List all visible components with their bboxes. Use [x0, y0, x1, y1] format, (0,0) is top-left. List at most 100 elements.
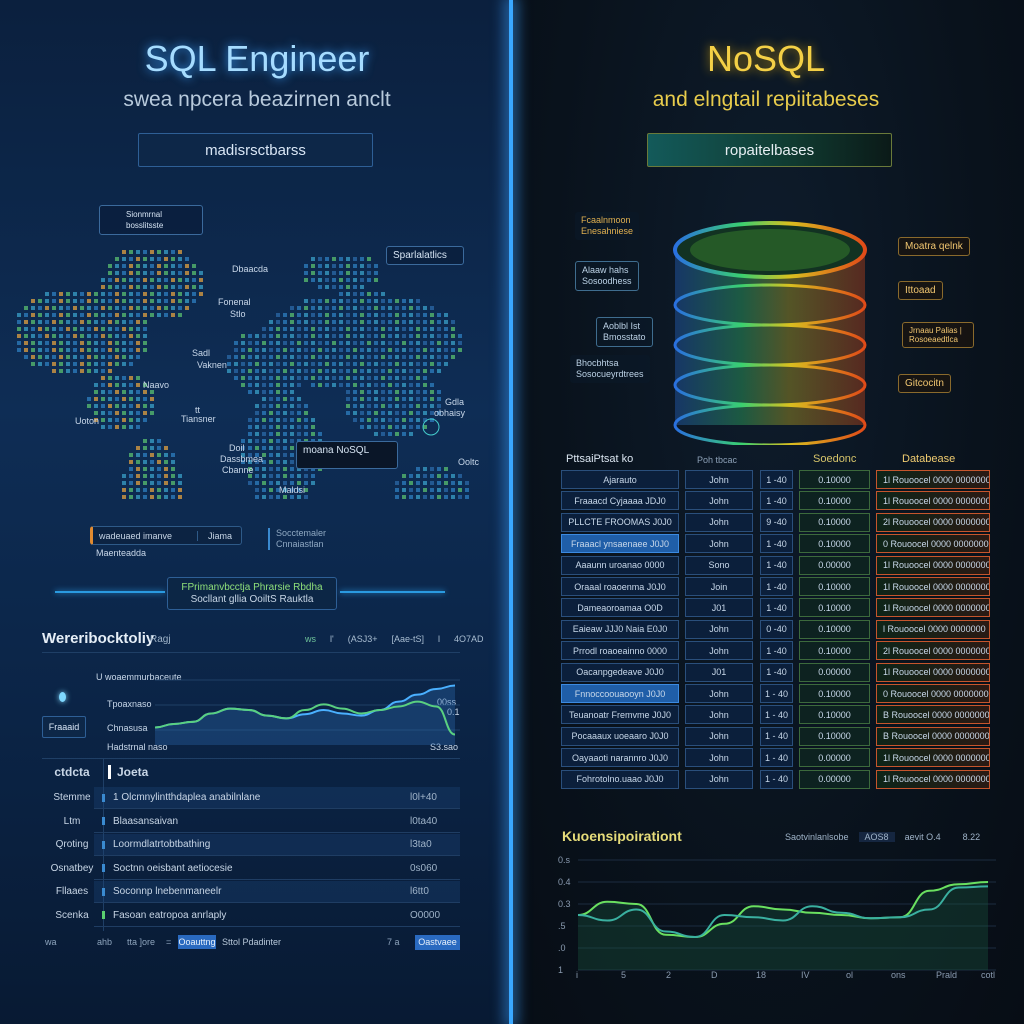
db-label-left[interactable]: Bhocbhtsa Sosocueyrdtrees: [570, 355, 650, 383]
info-box[interactable]: Sionmrnal bosslitsste: [99, 205, 203, 235]
table-cell[interactable]: 1 - 40: [760, 684, 793, 703]
table-cell[interactable]: John: [685, 470, 753, 489]
table-cell[interactable]: 1 -40: [760, 491, 793, 511]
table-cell[interactable]: 1l Rouoocel 0000 0000000: [876, 555, 990, 575]
table-row[interactable]: Blaasansaivan l0ta40: [94, 811, 460, 833]
table-cell[interactable]: 0.10000: [799, 491, 870, 511]
db-label-left[interactable]: Aoblbl Ist Bmosstato: [596, 317, 653, 347]
table-cell[interactable]: 0 Rouoocel 0000 0000000: [876, 534, 990, 554]
table-cell[interactable]: 1l Rouoocel 0000 0000000: [876, 577, 990, 596]
table-cell[interactable]: Prrodl roaoeainno 0000: [561, 641, 679, 661]
nosql-button[interactable]: ropaitelbases: [647, 133, 892, 167]
table-cell[interactable]: 0.10000: [799, 512, 870, 532]
table-cell[interactable]: 0.00000: [799, 555, 870, 575]
db-label-right[interactable]: Gitcocitn: [898, 374, 951, 393]
table-cell[interactable]: 1l Rouoocel 0000 0000000: [876, 662, 990, 682]
table-cell[interactable]: 1 -40: [760, 555, 793, 575]
table-cell[interactable]: Fnnoccoouaooyn J0J0: [561, 684, 679, 703]
table-row[interactable]: Soconnp lnebenmaneelr l6tt0: [94, 881, 460, 903]
footer-item[interactable]: tta ]ore: [127, 937, 156, 947]
table-cell[interactable]: 2l Rouoocel 0000 0000000: [876, 641, 990, 661]
table-cell[interactable]: 0.10000: [799, 684, 870, 703]
db-label-right[interactable]: Jrnaau Palias | Rosoeaedtlca: [902, 322, 974, 348]
table-row[interactable]: 1 Olcmnylintthdaplea anabilnlane l0l+40: [94, 787, 460, 809]
table-cell[interactable]: 1l Rouoocel 0000 0000000: [876, 491, 990, 511]
table-cell[interactable]: 1 - 40: [760, 769, 793, 789]
table-cell[interactable]: Oacanpgedeave J0J0: [561, 662, 679, 682]
table-cell[interactable]: Eaieaw JJJ0 Naia E0J0: [561, 619, 679, 639]
footer-item[interactable]: ahb: [97, 937, 113, 947]
table-cell[interactable]: 0.00000: [799, 662, 870, 682]
table-cell[interactable]: 1 -40: [760, 641, 793, 661]
table-cell[interactable]: 0 -40: [760, 619, 793, 639]
table-cell[interactable]: 0.10000: [799, 726, 870, 746]
table-cell[interactable]: 0.10000: [799, 619, 870, 639]
table-cell[interactable]: 1 - 40: [760, 726, 793, 746]
table-cell[interactable]: John: [685, 726, 753, 746]
db-label-left[interactable]: Fcaalnmoon Enesahniese: [575, 212, 640, 240]
table-cell[interactable]: Fraaacl ynsaenaee J0J0: [561, 534, 679, 554]
footer-item[interactable]: =: [166, 937, 172, 947]
footer-active-tab[interactable]: Ooauttng: [178, 935, 216, 949]
header-item[interactable]: AOS8: [858, 832, 895, 842]
db-label-right[interactable]: Moatra qelnk: [898, 237, 970, 256]
table-cell[interactable]: 9 -40: [760, 512, 793, 532]
table-cell[interactable]: 0.00000: [799, 748, 870, 768]
table-cell[interactable]: Oraaal roaoenma J0J0: [561, 577, 679, 596]
table-cell[interactable]: 0.10000: [799, 470, 870, 489]
table-cell[interactable]: Teuanoatr Fremvme J0J0: [561, 705, 679, 725]
table-cell[interactable]: 1 - 40: [760, 705, 793, 725]
table-cell[interactable]: 1 -40: [760, 577, 793, 596]
callout-nosql[interactable]: moana NoSQL: [296, 441, 398, 469]
footer-item[interactable]: wa: [45, 937, 57, 947]
table-cell[interactable]: Fohrotolno.uaao J0J0: [561, 769, 679, 789]
table-cell[interactable]: 1 -40: [760, 470, 793, 489]
table-cell[interactable]: John: [685, 769, 753, 789]
table-cell[interactable]: 0.10000: [799, 577, 870, 596]
sql-button[interactable]: madisrsctbarss: [138, 133, 373, 167]
table-cell[interactable]: 0.10000: [799, 598, 870, 618]
table-cell[interactable]: Pocaaaux uoeaaro J0J0: [561, 726, 679, 746]
table-cell[interactable]: John: [685, 641, 753, 661]
table-cell[interactable]: 0.10000: [799, 705, 870, 725]
table-cell[interactable]: John: [685, 512, 753, 532]
table-cell[interactable]: Dameaoroamaa O0D: [561, 598, 679, 618]
table-cell[interactable]: Fraaacd Cyjaaaa JDJ0: [561, 491, 679, 511]
table-cell[interactable]: John: [685, 619, 753, 639]
table-cell[interactable]: Join: [685, 577, 753, 596]
table-cell[interactable]: 0.00000: [799, 769, 870, 789]
status-bar[interactable]: wadeuaed imanve Jiama: [90, 526, 242, 545]
footer-button[interactable]: Oastvaee: [415, 935, 460, 950]
banner[interactable]: FPrimanvbcctja Phrarsie Rbdha Socllant gl…: [167, 577, 337, 610]
table-cell[interactable]: John: [685, 534, 753, 554]
table-cell[interactable]: 1 -40: [760, 598, 793, 618]
table-cell[interactable]: PLLCTE FROOMAS J0J0: [561, 512, 679, 532]
table-cell[interactable]: 0 Rouoocel 0000 0000000: [876, 684, 990, 703]
table-cell[interactable]: Sono: [685, 555, 753, 575]
table-cell[interactable]: John: [685, 684, 753, 703]
table-cell[interactable]: B Rouoocel 0000 0000000: [876, 705, 990, 725]
table-cell[interactable]: 1l Rouoocel 0000 0000000: [876, 598, 990, 618]
table-row[interactable]: Soctnn oeisbant aetiocesie 0s060: [94, 858, 460, 880]
table-cell[interactable]: J01: [685, 598, 753, 618]
table-cell[interactable]: 1 -40: [760, 662, 793, 682]
table-cell[interactable]: 1l Rouoocel 0000 0000000: [876, 470, 990, 489]
db-label-right[interactable]: Ittoaad: [898, 281, 943, 300]
table-row[interactable]: Fasoan eatropoa anrlaply O0000: [94, 905, 460, 927]
table-cell[interactable]: 1l Rouoocel 0000 0000000: [876, 748, 990, 768]
table-cell[interactable]: 0.10000: [799, 534, 870, 554]
table-cell[interactable]: 1 - 40: [760, 748, 793, 768]
footer-item[interactable]: Sttol Pdadinter: [222, 937, 282, 947]
callout-stats[interactable]: Sparlalatlics: [386, 246, 464, 265]
table-row[interactable]: Loormdlatrtobtbathing l3ta0: [94, 834, 460, 856]
side-button[interactable]: Fraaaid: [42, 716, 86, 738]
table-cell[interactable]: Ajarauto: [561, 470, 679, 489]
table-cell[interactable]: 2l Rouoocel 0000 0000000: [876, 512, 990, 532]
table-cell[interactable]: 0.10000: [799, 641, 870, 661]
table-cell[interactable]: John: [685, 748, 753, 768]
table-cell[interactable]: l Rouoocel 0000 0000000: [876, 619, 990, 639]
table-cell[interactable]: 1 -40: [760, 534, 793, 554]
table-cell[interactable]: B Rouoocel 0000 0000000: [876, 726, 990, 746]
table-cell[interactable]: Oayaaoti narannro J0J0: [561, 748, 679, 768]
table-cell[interactable]: John: [685, 491, 753, 511]
